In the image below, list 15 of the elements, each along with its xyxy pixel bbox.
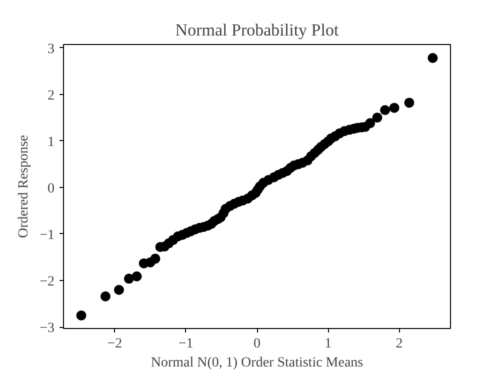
y-tick-label: 3 [48,42,54,57]
x-tick-label: 1 [324,336,332,352]
chart-title: Normal Probability Plot [175,20,339,40]
y-tick-label: 0 [48,181,54,196]
x-tick-label: 2 [396,336,403,352]
x-tick-label: −2 [107,336,122,352]
y-tick-label: 2 [48,88,54,104]
x-axis-title: Normal N(0, 1) Order Statistic Means [150,356,364,370]
y-tick-label: −3 [40,321,55,336]
y-tick-label: 1 [48,134,54,150]
y-axis-title: Ordered Response [16,134,32,238]
y-tick-label: −1 [40,228,55,243]
x-tick-label: 0 [254,336,260,352]
y-tick-label: −2 [40,274,55,290]
x-tick-label: −1 [178,336,194,352]
